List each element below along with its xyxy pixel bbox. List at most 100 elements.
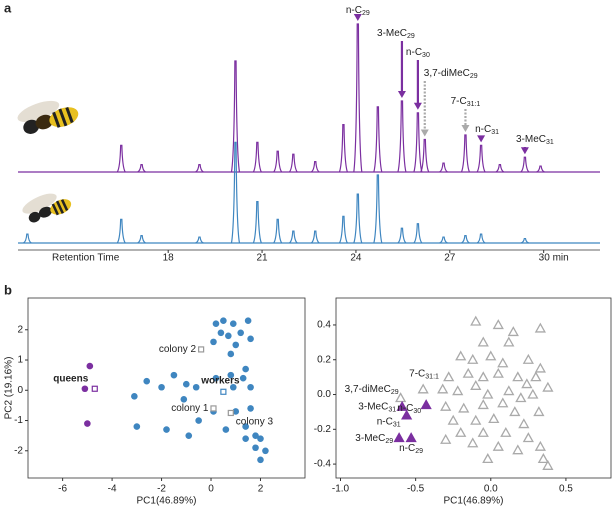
loading-point — [395, 392, 407, 403]
y-tick-label: 0 — [17, 385, 23, 396]
point — [503, 336, 515, 347]
peak — [252, 141, 262, 173]
thorax — [38, 206, 52, 218]
point — [247, 405, 254, 412]
head — [28, 211, 41, 223]
x-tick-label: -2 — [157, 484, 166, 495]
point — [542, 460, 554, 470]
compound-name: 7-C — [451, 96, 467, 107]
point — [492, 367, 504, 378]
centroid — [220, 388, 227, 395]
compound-subscript: 29 — [362, 10, 370, 17]
point — [482, 388, 494, 399]
compound-label: 3-MeC31 — [516, 134, 554, 147]
point — [452, 385, 464, 396]
point — [534, 362, 546, 373]
centroid — [91, 385, 98, 392]
compound-name: n-C — [397, 403, 413, 414]
compound-subscript: 31:1 — [425, 374, 439, 381]
compound-label: n-C31 — [377, 416, 401, 429]
y-tick-label: 1 — [17, 355, 23, 366]
peak — [288, 153, 298, 173]
compound-subscript: 31:1 — [467, 101, 481, 108]
loading-point — [396, 400, 408, 411]
compound-name: 3,7-diMeC — [424, 68, 470, 79]
point — [440, 400, 452, 411]
compound-label: n-C30 — [397, 403, 421, 416]
y-tick-label: 0.0 — [317, 389, 331, 400]
peak — [373, 106, 383, 173]
point — [220, 317, 227, 324]
loading-point — [393, 432, 405, 443]
loading-point — [401, 409, 413, 420]
point — [210, 338, 217, 346]
point — [170, 371, 178, 379]
peak — [536, 165, 545, 173]
group-label: colony 2 — [159, 344, 197, 355]
peak — [439, 162, 448, 173]
point — [239, 374, 247, 382]
compound-subscript: 29 — [385, 438, 393, 445]
point — [232, 408, 240, 415]
thorax — [35, 114, 54, 130]
peak — [116, 218, 126, 244]
point — [492, 440, 504, 451]
y-tick-label: -0.2 — [314, 424, 332, 435]
point — [185, 432, 193, 439]
point — [500, 426, 512, 437]
point — [182, 380, 190, 388]
point — [534, 322, 546, 333]
compound-name: 3-MeC — [516, 134, 546, 145]
peak — [230, 141, 241, 244]
point — [477, 399, 489, 410]
point — [195, 417, 202, 424]
point — [503, 385, 515, 396]
x-tick-label: 30 min — [539, 253, 569, 264]
arrow-head — [420, 129, 429, 137]
compound-label: 7-C31:1 — [451, 96, 481, 109]
group-label: queens — [53, 373, 88, 384]
point — [143, 377, 151, 385]
x-tick-label: 18 — [163, 253, 175, 264]
worker-wasp — [22, 193, 72, 223]
point — [477, 426, 489, 437]
compound-subscript: 31 — [388, 407, 396, 414]
point — [534, 440, 546, 451]
compound-label: 3-MeC29 — [355, 433, 393, 446]
compound-name: 3-MeC — [377, 28, 407, 39]
compound-name: n-C — [346, 5, 362, 16]
compound-subscript: 29 — [415, 448, 423, 455]
compound-label: 3-MeC31 — [358, 401, 396, 414]
peak — [338, 124, 348, 173]
x-tick-label: 2 — [258, 484, 264, 495]
point — [458, 402, 470, 413]
peak — [288, 230, 298, 244]
loading-point — [405, 432, 417, 443]
point — [443, 371, 455, 382]
point — [542, 381, 554, 392]
compound-label: n-C31 — [475, 124, 499, 137]
point — [467, 353, 479, 364]
point — [477, 371, 489, 382]
compound-subscript: 30 — [413, 408, 421, 415]
point — [229, 383, 237, 391]
x-tick-label: 27 — [444, 253, 456, 264]
plot-frame — [27, 297, 306, 479]
point — [257, 435, 264, 442]
point — [84, 420, 91, 427]
compound-label: n-C29 — [399, 443, 423, 456]
arrow-head — [413, 102, 422, 110]
peak — [310, 230, 320, 244]
compound-label: 3,7-diMeC29 — [424, 68, 478, 81]
wing — [17, 100, 60, 123]
point — [252, 432, 259, 439]
point — [227, 350, 235, 358]
point — [247, 335, 254, 343]
peak — [413, 223, 423, 244]
peak — [520, 237, 530, 244]
compound-label: 3-MeC29 — [377, 28, 415, 41]
point — [533, 406, 545, 417]
panel-label: a — [4, 0, 12, 15]
point — [530, 371, 542, 382]
